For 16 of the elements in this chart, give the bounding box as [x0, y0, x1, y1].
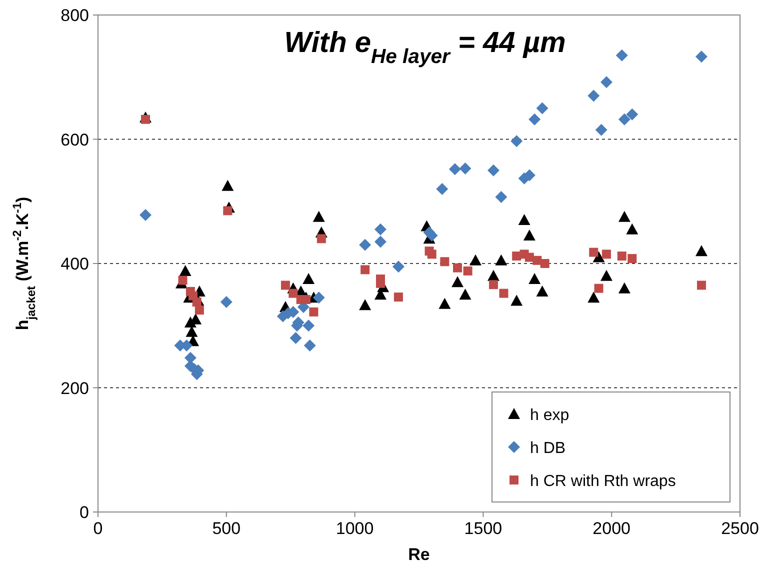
x-tick-label: 1500	[464, 519, 502, 538]
x-axis-title: Re	[408, 545, 430, 564]
y-tick-label: 800	[60, 6, 89, 25]
legend-label: h CR with Rth wraps	[530, 473, 676, 490]
y-tick-label: 0	[80, 503, 89, 522]
y-tick-label: 400	[60, 254, 89, 274]
x-tick-label: 0	[93, 519, 103, 538]
legend-label: h DB	[530, 440, 566, 457]
text: With e$_{He layer}$ = 44 µm	[284, 27, 566, 68]
legend-label: h exp	[530, 407, 570, 424]
y-tick-label: 600	[60, 130, 89, 150]
y-tick-label: 200	[60, 378, 89, 398]
x-tick-label: 500	[212, 519, 241, 538]
x-tick-label: 2000	[592, 519, 631, 538]
x-tick-label: 2500	[721, 519, 759, 538]
x-tick-label: 1000	[336, 519, 374, 538]
